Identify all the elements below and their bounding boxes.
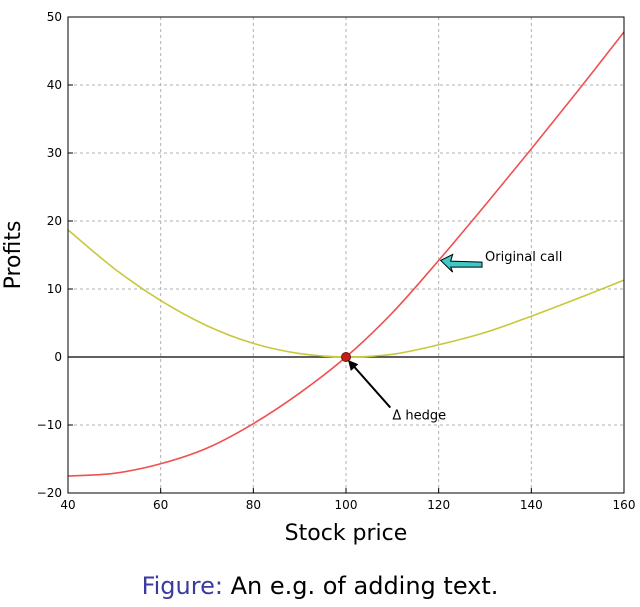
y-tick-label: 0	[54, 350, 62, 364]
x-axis-title: Stock price	[285, 521, 408, 546]
y-axis-title: Profits	[1, 221, 26, 290]
x-tick-label: 100	[335, 498, 358, 512]
y-tick-label: −10	[37, 418, 62, 432]
y-tick-labels: −20 −10 0 10 20 30 40 50	[37, 10, 73, 500]
y-tick-label: −20	[37, 486, 62, 500]
x-tick-label: 160	[613, 498, 636, 512]
intersection-point	[341, 352, 351, 362]
caption-text: An e.g. of adding text.	[230, 572, 499, 600]
series-line-1	[67, 31, 625, 477]
annotations: Original call Δ hedge	[348, 250, 562, 424]
annotation-arrow	[439, 253, 483, 273]
series-layer	[67, 31, 625, 477]
y-tick-label: 20	[47, 214, 62, 228]
x-tick-label: 120	[427, 498, 450, 512]
x-tick-label: 40	[60, 498, 75, 512]
y-tick-label: 10	[47, 282, 62, 296]
x-tick-label: 60	[153, 498, 168, 512]
annotation-label-1: Original call	[485, 250, 562, 265]
annotation-arrow-head	[348, 360, 359, 371]
caption-label: Figure:	[141, 572, 223, 600]
y-tick-label: 50	[47, 10, 62, 24]
x-tick-label: 140	[520, 498, 543, 512]
annotation-arrow-shaft	[349, 361, 392, 409]
annotation-label-2: Δ hedge	[392, 409, 446, 424]
y-tick-label: 40	[47, 78, 62, 92]
figure-caption: Figure: An e.g. of adding text.	[0, 572, 640, 600]
y-tick-label: 30	[47, 146, 62, 160]
x-tick-labels: 40 60 80 100 120 140 160	[60, 488, 635, 512]
x-tick-label: 80	[246, 498, 261, 512]
